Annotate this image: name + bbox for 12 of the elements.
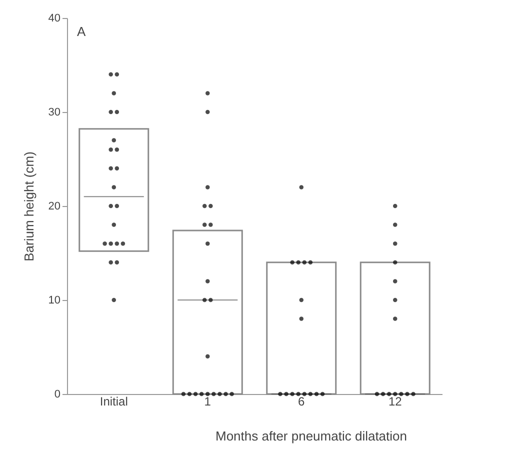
x-tick-label: 12 xyxy=(388,394,402,408)
y-tick-label: 10 xyxy=(48,294,60,306)
y-axis-title: Barium height (cm) xyxy=(21,152,36,262)
annotation: A xyxy=(77,24,86,39)
x-tick-label: 1 xyxy=(204,394,212,408)
x-tick-label: 6 xyxy=(298,394,306,408)
x-axis-title: Months after pneumatic dilatation xyxy=(216,428,407,444)
y-tick-label: 30 xyxy=(48,106,60,118)
y-tick-label: 0 xyxy=(54,388,60,400)
y-tick-label: 40 xyxy=(48,12,60,24)
y-tick-label: 20 xyxy=(48,200,60,212)
x-tick-label: Initial xyxy=(100,394,128,408)
